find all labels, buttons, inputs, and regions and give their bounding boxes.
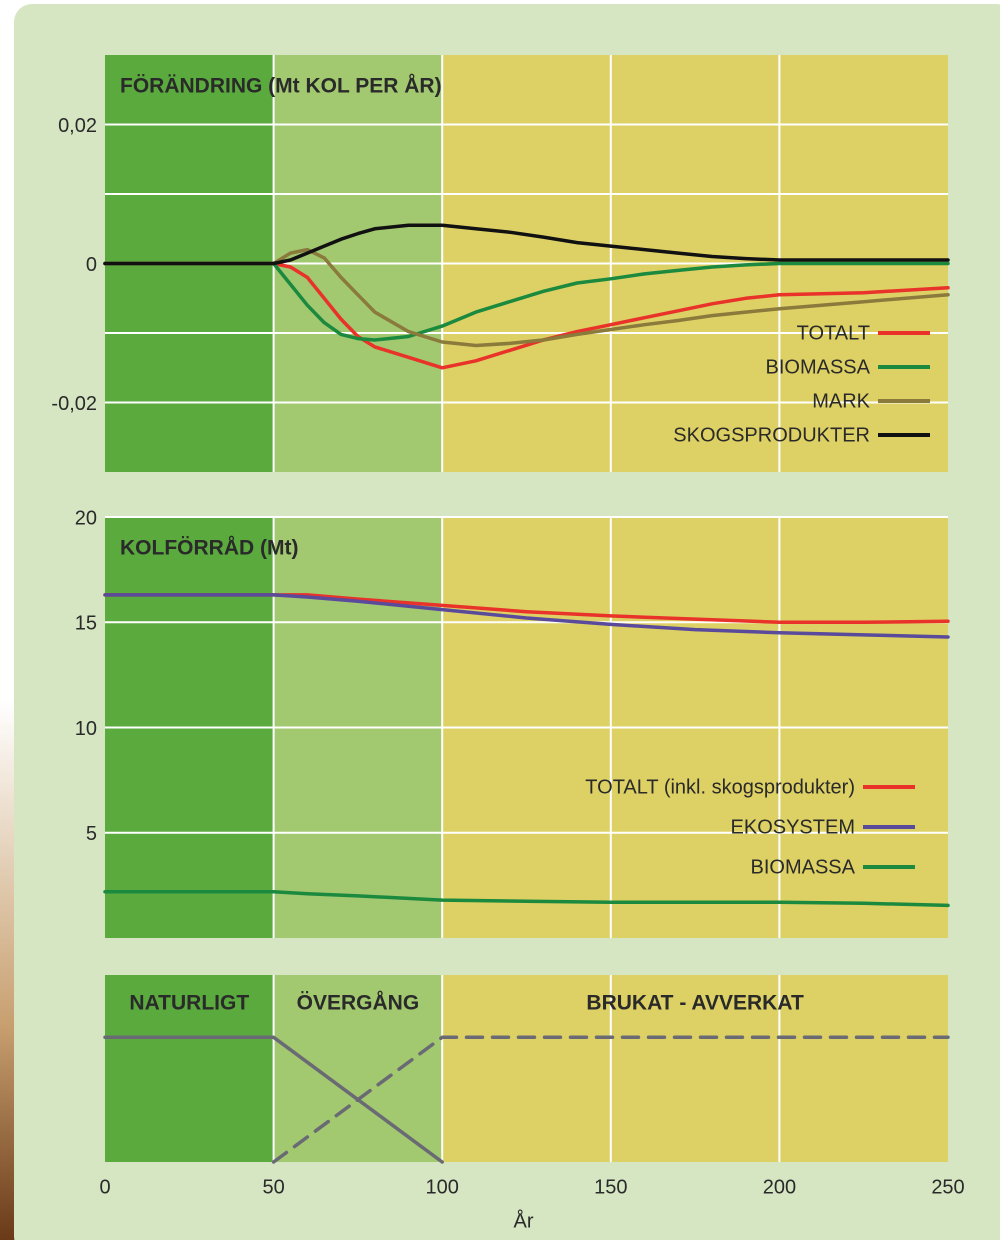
x-tick-label: 150 xyxy=(594,1176,627,1198)
y-tick-label: 0 xyxy=(86,254,97,276)
y-tick-label: 5 xyxy=(86,823,97,845)
y-tick-label: 20 xyxy=(75,507,97,529)
legend-label: EKOSYSTEM xyxy=(731,816,855,838)
legend-label: TOTALT xyxy=(797,322,870,344)
x-tick-label: 100 xyxy=(426,1176,459,1198)
legend-label: SKOGSPRODUKTER xyxy=(673,424,870,446)
region-label: BRUKAT - AVVERKAT xyxy=(586,992,804,1015)
region-label: NATURLIGT xyxy=(129,992,249,1015)
legend-label: TOTALT (inkl. skogsprodukter) xyxy=(585,776,855,798)
x-axis-label: År xyxy=(514,1209,534,1232)
x-tick-label: 250 xyxy=(931,1176,964,1198)
y-tick-label: -0,02 xyxy=(51,393,97,415)
panel-title: KOLFÖRRÅD (Mt) xyxy=(120,536,298,560)
legend-label: BIOMASSA xyxy=(766,356,871,378)
panel-title: FÖRÄNDRING (Mt KOL PER ÅR) xyxy=(120,74,442,98)
x-tick-label: 200 xyxy=(763,1176,796,1198)
x-tick-label: 0 xyxy=(99,1176,110,1198)
legend-label: BIOMASSA xyxy=(751,856,856,878)
legend-label: MARK xyxy=(812,390,870,412)
y-tick-label: 15 xyxy=(75,613,97,635)
region-label: ÖVERGÅNG xyxy=(297,991,420,1015)
y-tick-label: 0,02 xyxy=(58,115,97,137)
chart: 0,02 0 -0,02 FÖRÄNDRING (Mt KOL PER ÅR) TOTA… xyxy=(0,0,1000,1240)
x-tick-label: 50 xyxy=(262,1176,284,1198)
y-tick-label: 10 xyxy=(75,718,97,740)
